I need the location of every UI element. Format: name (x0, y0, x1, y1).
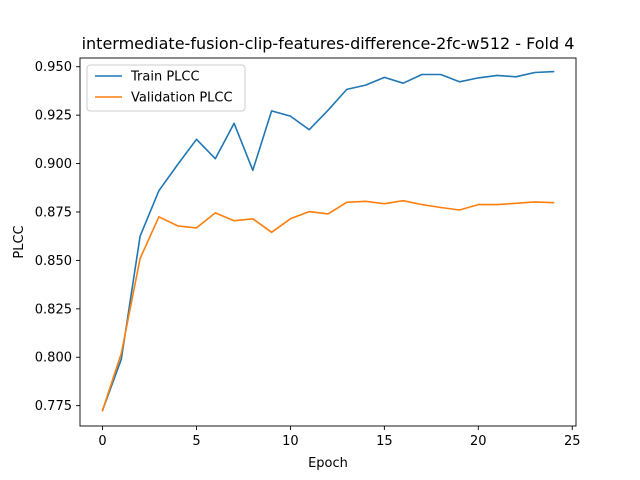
legend-box (86, 64, 246, 112)
x-axis-label: Epoch (308, 456, 348, 471)
plot-area: 0 5 10 15 20 25 0.775 0.800 0.825 0.850 0.875 0.900… (35, 57, 581, 449)
y-axis-label: PLCC (12, 225, 27, 258)
axes-frame (79, 57, 577, 427)
x-tick-label: 20 (470, 434, 487, 449)
legend-label-validation-plcc: Validation PLCC (131, 91, 233, 106)
chart-title: intermediate-fusion-clip-features-differ… (82, 34, 575, 53)
y-tick-label: 0.800 (35, 351, 72, 366)
x-tick-label: 15 (376, 434, 393, 449)
series-line-train-plcc (101, 70, 555, 412)
y-tick-label: 0.875 (35, 205, 72, 220)
y-tick-label: 0.900 (35, 157, 72, 172)
series-line-validation-plcc (101, 199, 555, 412)
x-tick-label: 5 (192, 434, 200, 449)
y-tick-label: 0.925 (35, 109, 72, 124)
legend-label-train-plcc: Train PLCC (130, 70, 200, 85)
legend: Train PLCC Validation PLCC (86, 64, 246, 112)
x-tick-label: 10 (282, 434, 299, 449)
y-tick-label: 0.775 (35, 399, 72, 414)
y-tick-label: 0.825 (35, 302, 72, 317)
y-tick-label: 0.850 (35, 254, 72, 269)
x-tick-label: 0 (98, 434, 106, 449)
y-tick-label: 0.950 (35, 60, 72, 75)
x-tick-label: 25 (564, 434, 581, 449)
